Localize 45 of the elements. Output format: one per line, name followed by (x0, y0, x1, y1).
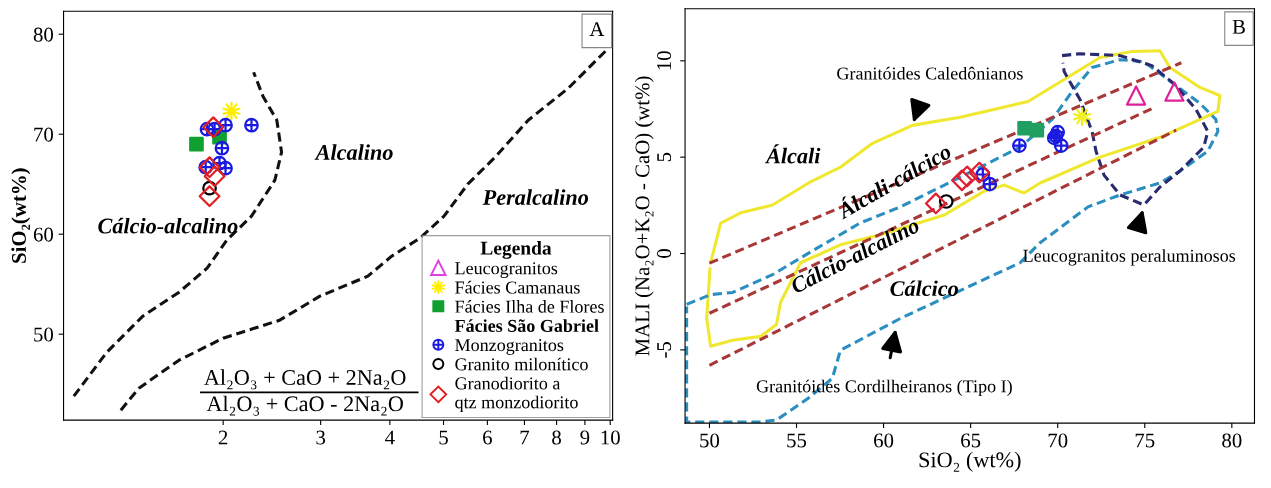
y-tick-label: 5 (657, 152, 672, 162)
annotation: Álcali (764, 144, 821, 164)
x-tick-label: 8 (552, 430, 561, 445)
y-tick-label: 0 (657, 249, 672, 258)
y-tick-label: 10 (657, 51, 672, 70)
legend-label: Leucogranitos (455, 262, 558, 279)
x-tick-label: 70 (1048, 433, 1068, 448)
x-tick-label: 4 (385, 430, 395, 445)
x-tick-label: 65 (961, 433, 981, 448)
x-tick-label: 55 (787, 433, 807, 448)
x-tick-label: 80 (1222, 433, 1242, 448)
x-tick-label: 60 (874, 433, 894, 448)
x-tick-label: 7 (520, 430, 530, 445)
x-tick-label: 2 (218, 430, 228, 445)
y-tick-label: -5 (657, 342, 672, 358)
x-tick-label: 75 (1135, 433, 1155, 448)
y-axis-title: MALI (Na₂O+K₂O - CaO) (wt%) (634, 76, 654, 356)
x-tick-label: 6 (483, 430, 492, 445)
x-tick-label: 50 (700, 433, 720, 448)
y-tick-label: 60 (33, 227, 54, 242)
annotation: Fácies São Gabriel (454, 319, 599, 332)
x-axis-title: Al₂O₃ + CaO + 2Na₂O Al₂O₃ + CaO - 2Na₂O (204, 369, 406, 416)
y-tick-label: 70 (34, 127, 54, 142)
annotation: Cálcio-alcalino (98, 217, 238, 234)
annotation: Granitóides Caledônianos (837, 66, 1023, 80)
legend-label: Monzogranitos (455, 339, 564, 355)
annotation: B (1232, 19, 1245, 34)
annotation: Alcalino (314, 144, 393, 160)
x-tick-label: 3 (316, 430, 326, 445)
annotation: Peralcalino (482, 189, 589, 205)
legend-label: Fácies Camanaus (455, 280, 580, 294)
annotation: Leucogranitos peraluminosos (1023, 249, 1236, 266)
annotation: A (589, 22, 605, 36)
legend-label: Fácies Ilha de Flores (455, 300, 604, 313)
x-axis-title: SiO₂ (wt%) (919, 451, 1021, 472)
legend-label: Granito milonítico (455, 357, 588, 371)
x-tick-label: 10 (601, 430, 620, 445)
annotation: Granitóides Cordilheiranos (Tipo I) (756, 379, 1012, 397)
y-axis-title: SiO₂(wt%) (11, 168, 31, 263)
legend-label: Granodiorito a qtz monzodiorito (455, 376, 578, 413)
y-tick-label: 80 (33, 27, 54, 42)
x-tick-label: 9 (580, 430, 590, 445)
y-tick-label: 50 (34, 327, 54, 342)
x-tick-label: 5 (439, 430, 448, 445)
legend-title: Legenda (480, 241, 552, 259)
